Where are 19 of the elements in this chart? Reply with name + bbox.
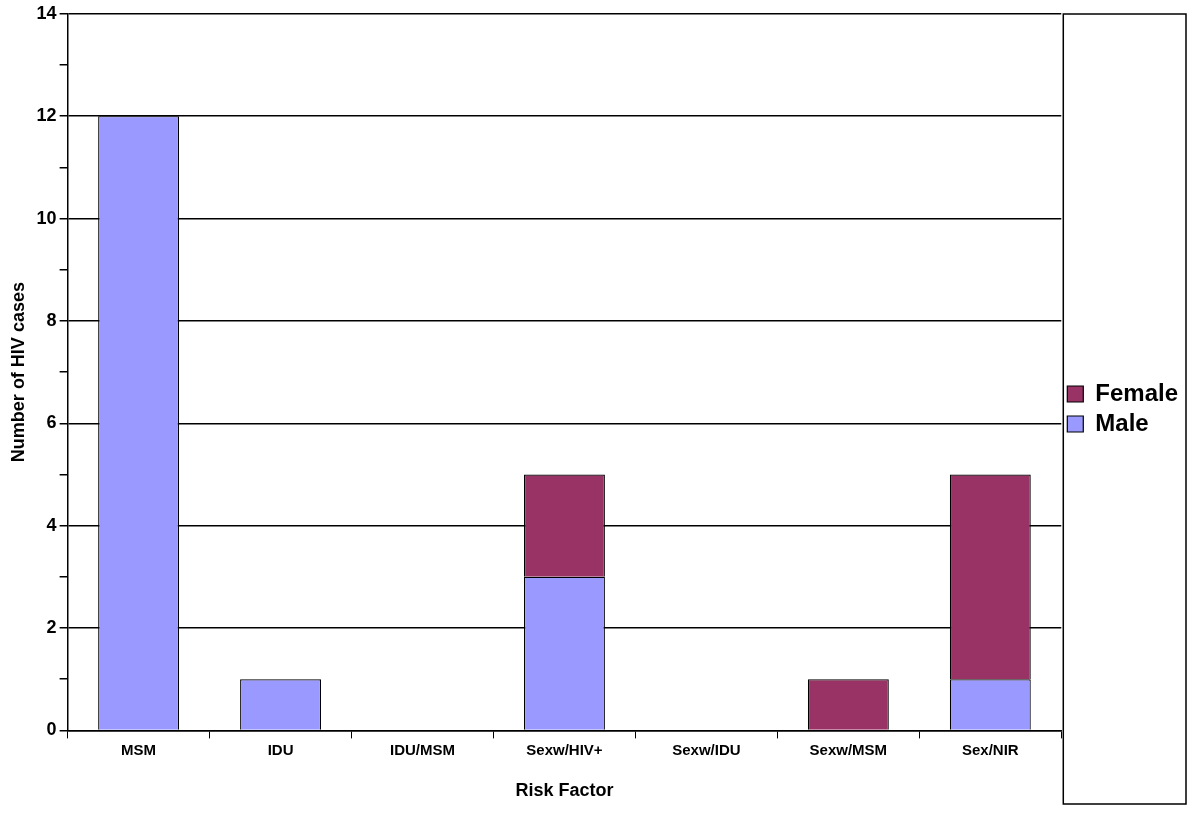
y-axis-title: Number of HIV cases	[7, 282, 28, 463]
y-tick-label: 8	[46, 309, 57, 330]
x-tick-label: Sexw/MSM	[809, 740, 888, 758]
x-tick-label: MSM	[121, 740, 157, 758]
y-tick-label: 6	[46, 412, 57, 433]
x-axis-title: Risk Factor	[515, 780, 614, 801]
x-tick-label: IDU	[267, 740, 294, 758]
x-tick-label: Sex/NIR	[961, 740, 1019, 758]
y-tick-label: 12	[36, 105, 57, 126]
y-tick-label: 10	[36, 207, 57, 228]
y-tick-label: 14	[36, 2, 57, 23]
y-tick-label: 2	[46, 617, 57, 637]
y-tick-label: 0	[46, 719, 57, 740]
y-tick-label: 4	[46, 514, 57, 535]
legend-label: Male	[1095, 408, 1149, 436]
x-tick-label: Sexw/IDU	[672, 740, 741, 758]
x-tick-label: IDU/MSM	[390, 740, 455, 758]
x-tick-label: Sexw/HIV+	[526, 740, 603, 758]
legend-label: Female	[1095, 378, 1179, 406]
